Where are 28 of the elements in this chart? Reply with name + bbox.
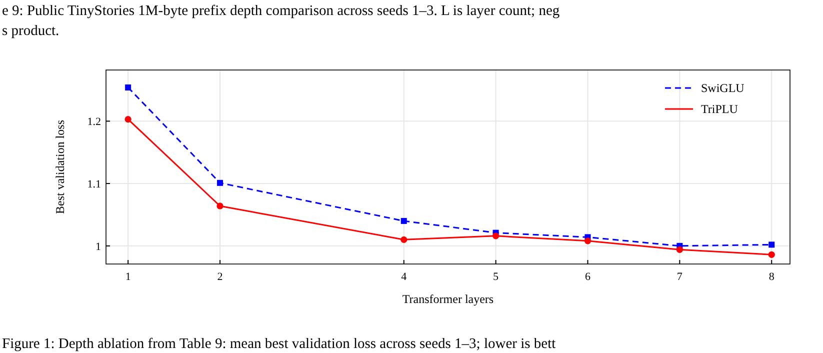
x-tick-label: 8 xyxy=(768,271,775,283)
point xyxy=(400,236,408,243)
text: e 9: Public TinyStories 1M-byte prefix depth comparison across seeds 1–3. L is layer count; neg xyxy=(2,3,560,19)
x-tick-label: 5 xyxy=(493,271,500,283)
y-tick-label: 1 xyxy=(96,240,101,253)
y-tick-label: 1.1 xyxy=(87,178,101,191)
point xyxy=(768,251,775,258)
point xyxy=(125,84,132,90)
point xyxy=(400,218,407,224)
point xyxy=(676,246,683,253)
text: s product. xyxy=(2,23,60,39)
legend-label: SwiGLU xyxy=(701,81,745,95)
x-tick-label: 1 xyxy=(125,271,131,283)
point xyxy=(768,242,775,248)
y-tick-label: 1.2 xyxy=(87,116,101,128)
x-axis-title: Transformer layers xyxy=(402,292,494,306)
point xyxy=(584,238,592,244)
point xyxy=(216,202,224,210)
point xyxy=(492,232,500,240)
caption: Figure 1: Depth ablation from Table 9: mean best validation loss across seeds 1–3; lower is bett xyxy=(2,336,556,352)
x-tick-label: 7 xyxy=(676,271,683,283)
legend-label: TriPLU xyxy=(701,102,738,116)
x-tick-label: 2 xyxy=(217,271,223,283)
x-tick-label: 6 xyxy=(584,271,591,283)
x-tick-label: 4 xyxy=(401,271,408,283)
point xyxy=(217,180,223,186)
y-axis-title: Best validation loss xyxy=(53,120,67,214)
point xyxy=(124,116,132,123)
